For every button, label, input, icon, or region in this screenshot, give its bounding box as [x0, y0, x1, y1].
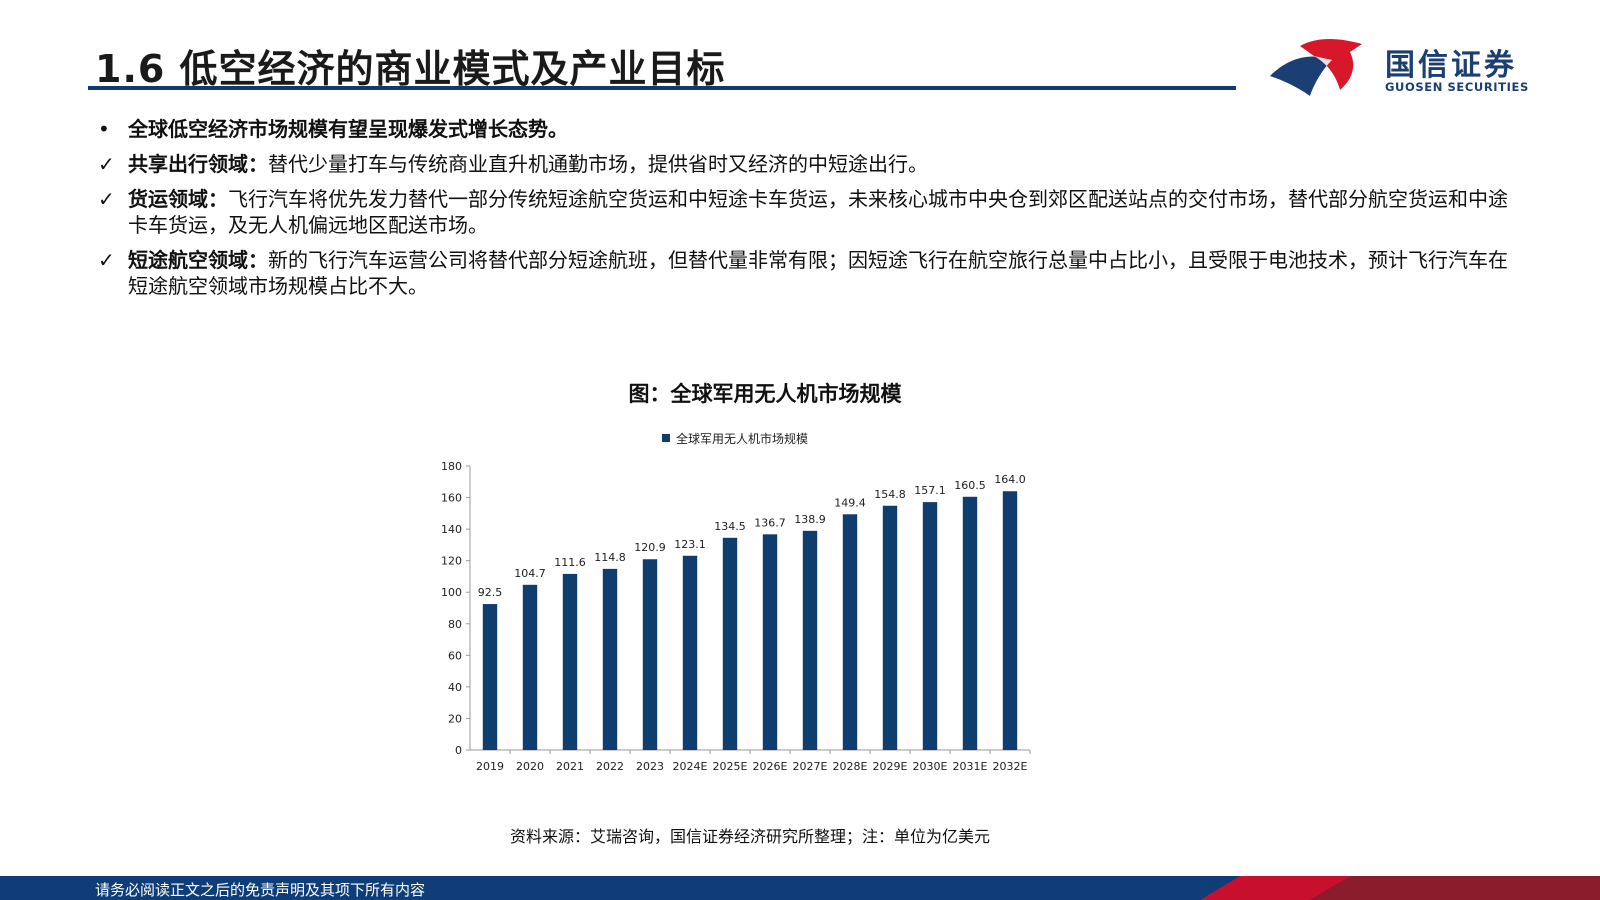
- y-tick-label: 120: [441, 555, 462, 568]
- y-tick-label: 0: [455, 744, 462, 757]
- bar: [1002, 491, 1018, 750]
- x-tick-label: 2025E: [713, 760, 748, 773]
- bar: [922, 502, 938, 750]
- logo-name-en: GUOSEN SECURITIES: [1385, 80, 1529, 94]
- x-tick-label: 2020: [516, 760, 544, 773]
- x-tick-label: 2027E: [793, 760, 828, 773]
- x-tick-label: 2022: [596, 760, 624, 773]
- bullet-lead: 短途航空领域：: [128, 248, 268, 272]
- bar-value-label: 157.1: [914, 484, 946, 497]
- title-divider: [88, 86, 1236, 90]
- page-title: 1.6 低空经济的商业模式及产业目标: [95, 47, 726, 91]
- bar-value-label: 154.8: [874, 488, 906, 501]
- bar-value-label: 120.9: [634, 541, 666, 554]
- y-tick-label: 20: [448, 712, 462, 725]
- bar-value-label: 123.1: [674, 538, 706, 551]
- bar: [802, 530, 818, 750]
- checkmark-icon: ✓: [98, 187, 115, 211]
- bullet-lead: 全球低空经济市场规模有望呈现爆发式增长态势。: [128, 117, 568, 141]
- y-tick-label: 180: [441, 460, 462, 473]
- bar-value-label: 164.0: [994, 473, 1026, 486]
- bullet-item: ✓ 共享出行领域：替代少量打车与传统商业直升机通勤市场，提供省时又经济的中短途出…: [96, 151, 1516, 177]
- checkmark-icon: ✓: [98, 152, 115, 176]
- bullet-dot-icon: •: [98, 117, 110, 141]
- bullet-text: 飞行汽车将优先发力替代一部分传统短途航空货运和中短途卡车货运，未来核心城市中央仓…: [128, 187, 1508, 237]
- legend-swatch: [662, 434, 670, 442]
- bar-value-label: 138.9: [794, 513, 826, 526]
- x-tick-label: 2028E: [833, 760, 868, 773]
- guosen-logo-icon: [1270, 39, 1362, 96]
- bar: [762, 534, 778, 750]
- legend-label: 全球军用无人机市场规模: [676, 431, 808, 446]
- x-tick-label: 2026E: [753, 760, 788, 773]
- x-tick-label: 2032E: [993, 760, 1028, 773]
- bar: [482, 604, 498, 750]
- bar: [602, 568, 618, 750]
- y-tick-label: 140: [441, 523, 462, 536]
- x-tick-label: 2019: [476, 760, 504, 773]
- bar-value-label: 149.4: [834, 496, 866, 509]
- y-tick-label: 40: [448, 681, 462, 694]
- bullet-list: • 全球低空经济市场规模有望呈现爆发式增长态势。 ✓ 共享出行领域：替代少量打车…: [96, 116, 1516, 308]
- bullet-item: • 全球低空经济市场规模有望呈现爆发式增长态势。: [96, 116, 1516, 142]
- y-tick-label: 60: [448, 649, 462, 662]
- logo-name-cn: 国信证券: [1385, 48, 1517, 83]
- bar-value-label: 92.5: [478, 586, 503, 599]
- bullet-text: 替代少量打车与传统商业直升机通勤市场，提供省时又经济的中短途出行。: [268, 152, 928, 176]
- bar-value-label: 104.7: [514, 567, 546, 580]
- y-tick-label: 80: [448, 618, 462, 631]
- bar-value-label: 111.6: [554, 556, 586, 569]
- bullet-item: ✓ 短途航空领域：新的飞行汽车运营公司将替代部分短途航班，但替代量非常有限；因短…: [96, 247, 1516, 299]
- x-tick-label: 2023: [636, 760, 664, 773]
- bar-value-label: 114.8: [594, 551, 626, 564]
- bar: [642, 559, 658, 750]
- source-note: 资料来源：艾瑞咨询，国信证券经济研究所整理；注：单位为亿美元: [509, 827, 990, 846]
- footer-accent: [1200, 876, 1600, 900]
- x-tick-label: 2024E: [673, 760, 708, 773]
- bar: [962, 496, 978, 750]
- bar: [722, 537, 738, 750]
- bar: [842, 514, 858, 750]
- bar: [562, 573, 578, 750]
- bullet-text: 新的飞行汽车运营公司将替代部分短途航班，但替代量非常有限；因短途飞行在航空旅行总…: [128, 248, 1508, 298]
- bar: [882, 505, 898, 750]
- bullet-lead: 共享出行领域：: [128, 152, 268, 176]
- bar-value-label: 160.5: [954, 479, 986, 492]
- bar: [522, 584, 538, 750]
- x-tick-label: 2021: [556, 760, 584, 773]
- checkmark-icon: ✓: [98, 248, 115, 272]
- bar-chart: 全球军用无人机市场规模 0 20 40 60 80 100 120 140 160 180 92.5 2…: [441, 431, 1031, 773]
- y-tick-label: 100: [441, 586, 462, 599]
- x-tick-label: 2031E: [953, 760, 988, 773]
- bar-value-label: 136.7: [754, 516, 786, 529]
- bar: [682, 555, 698, 750]
- footer-disclaimer: 请务必阅读正文之后的免责声明及其项下所有内容: [95, 881, 426, 899]
- bar-value-label: 134.5: [714, 520, 746, 533]
- bullet-lead: 货运领域：: [128, 187, 228, 211]
- x-tick-label: 2030E: [913, 760, 948, 773]
- chart-title: 图：全球军用无人机市场规模: [628, 382, 902, 406]
- y-tick-label: 160: [441, 492, 462, 505]
- bullet-item: ✓ 货运领域：飞行汽车将优先发力替代一部分传统短途航空货运和中短途卡车货运，未来…: [96, 186, 1516, 238]
- x-tick-label: 2029E: [873, 760, 908, 773]
